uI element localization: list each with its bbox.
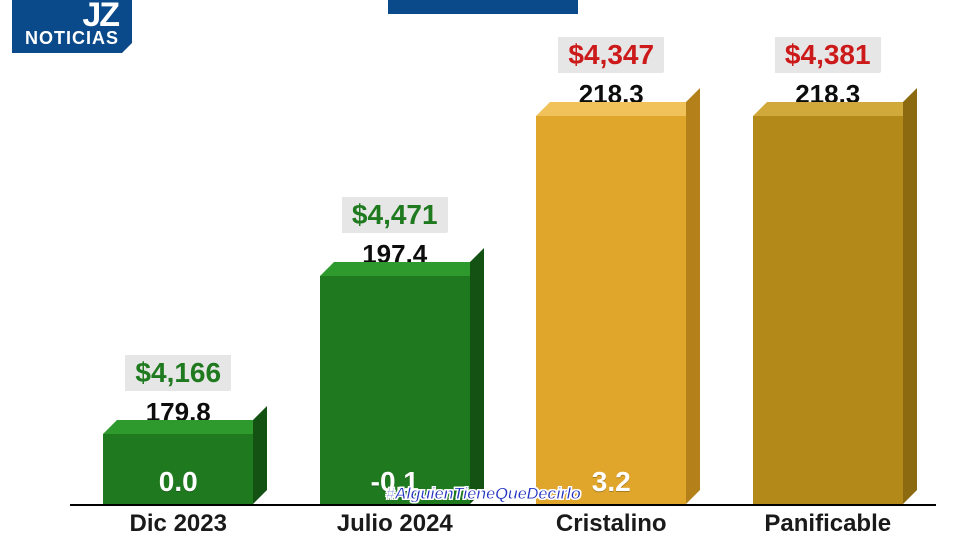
price-badge: $4,166	[125, 355, 231, 391]
bar-chart: $4,166179.80.0 $4,471197.4-0.1 $4,347218.3…	[0, 0, 966, 544]
chart-category-labels: Dic 2023 Julio 2024 Cristalino Panificable	[70, 510, 936, 544]
bar-3d: 3.2	[536, 116, 686, 504]
chart-baseline	[70, 504, 936, 506]
bar-inner-value: 3.2	[592, 466, 631, 498]
bar-side-face	[903, 88, 917, 504]
price-badge: $4,347	[558, 37, 664, 73]
bar-top-face	[320, 262, 484, 276]
chart-bar: $4,166179.80.0	[93, 355, 263, 504]
price-badge: $4,381	[775, 37, 881, 73]
bar-3d: -0.1	[320, 276, 470, 504]
bar-top-face	[753, 102, 917, 116]
chart-bar: $4,381218.3	[743, 37, 913, 504]
bar-top-face	[103, 420, 267, 434]
bar-3d	[753, 116, 903, 504]
bar-side-face	[253, 406, 267, 504]
bar-side-face	[470, 248, 484, 504]
bar-3d: 0.0	[103, 434, 253, 504]
bar-inner-value: 0.0	[159, 466, 198, 498]
bar-side-face	[686, 88, 700, 504]
chart-bar: $4,471197.4-0.1	[310, 197, 480, 504]
bar-front-face: 0.0	[103, 434, 253, 504]
hashtag-watermark: #AlguienTieneQueDecirlo	[385, 484, 580, 504]
category-label: Julio 2024	[310, 510, 480, 538]
category-label: Panificable	[743, 510, 913, 538]
bar-front-face: 3.2	[536, 116, 686, 504]
bar-front-face	[753, 116, 903, 504]
bar-top-face	[536, 102, 700, 116]
bar-front-face: -0.1	[320, 276, 470, 504]
chart-bar: $4,347218.33.2	[526, 37, 696, 504]
category-label: Dic 2023	[93, 510, 263, 538]
price-badge: $4,471	[342, 197, 448, 233]
chart-columns: $4,166179.80.0 $4,471197.4-0.1 $4,347218.3…	[70, 0, 936, 504]
category-label: Cristalino	[526, 510, 696, 538]
